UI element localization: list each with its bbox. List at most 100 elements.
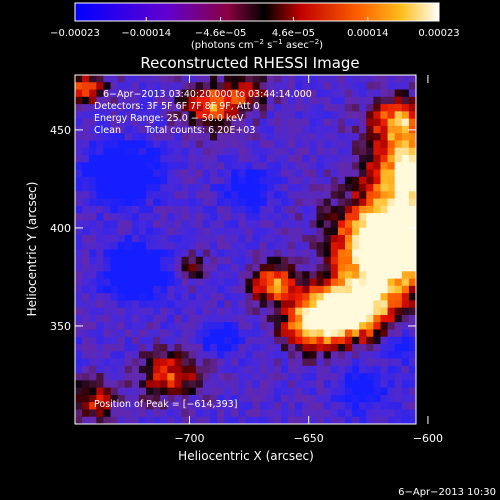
heatmap-cell	[309, 373, 318, 381]
heatmap-cell	[75, 104, 83, 112]
heatmap-cell	[330, 409, 339, 418]
heatmap-cell	[281, 169, 289, 178]
heatmap-cell	[89, 191, 97, 200]
heatmap-cell	[273, 256, 282, 265]
heatmap-cell	[337, 111, 346, 120]
heatmap-cell	[359, 293, 367, 301]
heatmap-cell	[309, 125, 318, 134]
heatmap-cell	[373, 118, 382, 127]
heatmap-cell	[160, 351, 168, 360]
heatmap-cell	[138, 104, 147, 112]
heatmap-cell	[387, 162, 396, 171]
heatmap-cell	[96, 205, 105, 214]
heatmap-cell	[387, 351, 396, 360]
heatmap-cell	[359, 300, 367, 309]
heatmap-cell	[174, 154, 183, 163]
heatmap-cell	[75, 358, 83, 367]
heatmap-cell	[387, 140, 396, 149]
heatmap-cell	[195, 329, 204, 338]
heatmap-cell	[117, 285, 126, 294]
heatmap-cell	[266, 322, 275, 331]
heatmap-cell	[217, 205, 225, 214]
heatmap-cell	[110, 75, 119, 83]
heatmap-cell	[75, 198, 83, 207]
heatmap-cell	[387, 271, 396, 280]
heatmap-cell	[96, 249, 105, 258]
heatmap-cell	[202, 249, 211, 258]
heatmap-cell	[394, 198, 403, 207]
heatmap-cell	[266, 162, 275, 171]
heatmap-cell	[288, 242, 296, 251]
heatmap-cell	[117, 387, 126, 396]
heatmap-cell	[266, 402, 275, 411]
heatmap-cell	[302, 322, 311, 331]
heatmap-cell	[167, 198, 176, 207]
heatmap-cell	[366, 242, 374, 251]
heatmap-cell	[366, 184, 374, 192]
heatmap-cell	[288, 344, 296, 352]
heatmap-cell	[224, 213, 232, 222]
heatmap-cell	[224, 205, 232, 214]
heatmap-cell	[387, 133, 396, 142]
heatmap-cell	[295, 271, 303, 280]
heatmap-cell	[344, 336, 353, 345]
heatmap-cell	[330, 140, 339, 149]
heatmap-cell	[330, 125, 339, 134]
heatmap-cell	[195, 314, 204, 323]
heatmap-cell	[110, 154, 119, 163]
heatmap-cell	[224, 176, 232, 185]
heatmap-cell	[245, 293, 254, 301]
heatmap-cell	[224, 118, 232, 127]
heatmap-cell	[202, 220, 211, 229]
heatmap-cell	[224, 234, 232, 243]
heatmap-cell	[309, 307, 318, 316]
heatmap-cell	[323, 409, 332, 418]
heatmap-cell	[117, 409, 126, 418]
heatmap-cell	[224, 409, 232, 418]
heatmap-cell	[295, 234, 303, 243]
heatmap-cell	[344, 205, 353, 214]
heatmap-cell	[401, 154, 410, 163]
heatmap-cell	[217, 402, 225, 411]
heatmap-cell	[266, 416, 275, 424]
heatmap-cell	[288, 307, 296, 316]
heatmap-cell	[138, 300, 147, 309]
heatmap-cell	[344, 285, 353, 294]
heatmap-cell	[252, 358, 261, 367]
heatmap-cell	[344, 220, 353, 229]
heatmap-cell	[380, 176, 389, 185]
heatmap-cell	[153, 314, 161, 323]
heatmap-cell	[96, 125, 105, 134]
heatmap-cell	[82, 402, 90, 411]
heatmap-cell	[387, 191, 396, 200]
heatmap-cell	[103, 75, 112, 83]
heatmap-cell	[337, 409, 346, 418]
heatmap-cell	[146, 322, 154, 331]
heatmap-cell	[408, 242, 416, 251]
heatmap-cell	[174, 278, 183, 287]
heatmap-cell	[295, 125, 303, 134]
heatmap-cell	[330, 329, 339, 338]
heatmap-cell	[259, 314, 268, 323]
heatmap-cell	[281, 387, 289, 396]
heatmap-cell	[352, 205, 360, 214]
heatmap-cell	[281, 220, 289, 229]
heatmap-cell	[266, 264, 275, 272]
heatmap-cell	[281, 300, 289, 309]
heatmap-cell	[238, 118, 247, 127]
heatmap-cell	[352, 125, 360, 134]
heatmap-cell	[394, 75, 403, 83]
heatmap-cell	[117, 104, 126, 112]
heatmap-cell	[252, 147, 261, 156]
heatmap-cell	[408, 256, 416, 265]
heatmap-cell	[295, 322, 303, 331]
heatmap-cell	[295, 75, 303, 83]
heatmap-cell	[259, 213, 268, 222]
heatmap-cell	[103, 380, 112, 389]
heatmap-cell	[188, 278, 197, 287]
heatmap-cell	[266, 176, 275, 185]
heatmap-cell	[124, 191, 133, 200]
heatmap-cell	[330, 89, 339, 98]
heatmap-cell	[309, 380, 318, 389]
heatmap-cell	[288, 133, 296, 142]
